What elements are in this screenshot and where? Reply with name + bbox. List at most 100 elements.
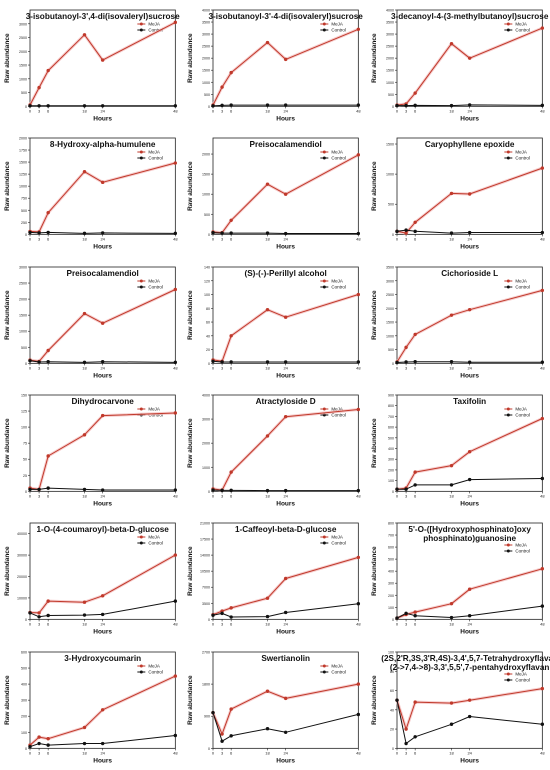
- y-axis-label: Raw abundance: [187, 33, 194, 83]
- x-tick-label: 0: [29, 622, 32, 627]
- x-tick-label: 24: [100, 622, 105, 627]
- data-point-meja: [100, 180, 105, 185]
- data-point-meja: [37, 611, 41, 615]
- legend-label-control: Control: [515, 549, 530, 554]
- chart-title: 3-isobutanoyl-3'-4-di(isovaleryl)sucrose: [209, 12, 364, 21]
- chart-title-line: Swertianolin: [262, 654, 311, 663]
- data-point-control: [467, 477, 472, 482]
- data-point-meja: [100, 594, 105, 598]
- x-tick-label: 18: [266, 237, 271, 242]
- data-point-meja: [284, 315, 288, 319]
- data-point-meja: [540, 686, 544, 690]
- data-point-control: [100, 359, 105, 364]
- x-tick-label: 3: [38, 237, 41, 242]
- y-tick-label: 150: [21, 394, 27, 398]
- data-point-meja: [356, 682, 361, 686]
- series-halo-meja: [395, 288, 543, 363]
- data-point-meja: [173, 411, 178, 415]
- y-tick-label: 21000: [200, 522, 210, 526]
- data-point-meja: [284, 414, 288, 419]
- y-tick-label: 1000: [386, 334, 394, 338]
- data-point-control: [229, 488, 234, 493]
- legend-marker-control: [323, 670, 327, 674]
- data-point-control: [100, 613, 105, 617]
- x-tick-label: 24: [284, 365, 289, 370]
- y-tick-label: 14000: [200, 554, 210, 558]
- x-tick-label: 24: [284, 237, 289, 242]
- series-line-meja: [396, 167, 543, 234]
- x-tick-label: 24: [100, 108, 105, 113]
- series-line-meja: [212, 28, 359, 106]
- data-point-meja: [173, 161, 178, 166]
- data-point-control: [211, 231, 216, 235]
- series-line-meja: [29, 412, 176, 490]
- chart-title: 8-Hydroxy-alpha-humulene: [50, 140, 156, 149]
- data-point-control: [173, 360, 178, 364]
- x-tick-label: 48: [540, 493, 545, 498]
- x-axis-label: Hours: [93, 115, 112, 122]
- data-point-control: [100, 104, 105, 108]
- x-axis-label: Hours: [93, 244, 112, 251]
- data-point-meja: [82, 600, 87, 605]
- data-point-meja: [229, 333, 234, 338]
- data-point-meja: [467, 587, 472, 592]
- x-tick-label: 18: [449, 493, 454, 498]
- data-point-control: [229, 103, 234, 107]
- y-axis-label: Raw abundance: [187, 290, 194, 340]
- data-point-control: [467, 360, 472, 364]
- y-axis-label: Raw abundance: [187, 418, 194, 468]
- legend-marker-control: [506, 413, 510, 417]
- chart-panel: 1-Caffeoyl-beta-D-glucose 0 3500 7000 10500 1…: [187, 522, 361, 636]
- data-point-control: [394, 487, 399, 491]
- y-tick-label: 750: [21, 197, 27, 201]
- x-tick-label: 18: [82, 622, 87, 627]
- data-point-control: [356, 232, 361, 236]
- y-axis-label: Raw abundance: [4, 675, 11, 725]
- data-point-control: [46, 359, 50, 364]
- chart-title-line: 5'-O-([Hydroxyphosphinato]oxy: [408, 525, 531, 534]
- data-point-meja: [449, 463, 453, 468]
- legend-marker-control: [506, 678, 510, 682]
- x-tick-label: 0: [212, 493, 215, 498]
- y-tick-label: 400: [388, 570, 394, 574]
- y-tick-label: 3000: [202, 418, 210, 422]
- chart-title-line: Atractyloside D: [256, 397, 316, 406]
- plot-frame: [29, 522, 176, 621]
- data-point-control: [46, 486, 50, 490]
- legend-marker-treated: [139, 279, 143, 283]
- legend-label-control: Control: [148, 669, 163, 674]
- data-point-meja: [37, 735, 41, 739]
- y-tick-label: 1500: [386, 143, 394, 147]
- series-halo-meja: [396, 26, 543, 107]
- data-point-meja: [229, 70, 234, 75]
- data-point-control: [413, 483, 417, 487]
- y-tick-label: 75: [23, 442, 27, 446]
- legend-marker-treated: [506, 407, 510, 411]
- y-tick-label: 100: [204, 293, 210, 297]
- x-tick-label: 18: [266, 365, 271, 370]
- x-tick-label: 24: [100, 750, 105, 755]
- y-tick-label: 400: [388, 447, 394, 451]
- data-point-meja: [449, 192, 453, 196]
- y-tick-label: 700: [388, 534, 394, 538]
- chart-title: (S)-(-)-Perillyl alcohol: [245, 269, 327, 278]
- x-tick-label: 24: [467, 237, 472, 242]
- legend-marker-control: [506, 549, 510, 553]
- data-point-meja: [404, 345, 408, 349]
- x-tick-label: 18: [82, 237, 87, 242]
- x-tick-label: 3: [405, 622, 408, 627]
- data-point-control: [220, 488, 225, 493]
- y-tick-label: 4000: [202, 394, 210, 398]
- legend-label-control: Control: [332, 669, 347, 674]
- chart-panel: Preisocalamendiol 0 500 1000 1500 2000 0 3 6 18 24…: [187, 137, 362, 251]
- data-point-control: [467, 614, 472, 618]
- x-tick-label: 0: [212, 237, 215, 242]
- chart-panel: Caryophyllene epoxide 0 500 1000 1500 0 3 6 18 24…: [371, 137, 545, 251]
- data-point-control: [229, 615, 234, 620]
- data-point-meja: [173, 20, 178, 25]
- y-axis-label: Raw abundance: [187, 675, 194, 725]
- y-tick-label: 500: [21, 209, 27, 213]
- y-tick-label: 500: [204, 213, 210, 217]
- y-tick-label: 3000: [386, 279, 394, 283]
- data-point-control: [284, 488, 288, 493]
